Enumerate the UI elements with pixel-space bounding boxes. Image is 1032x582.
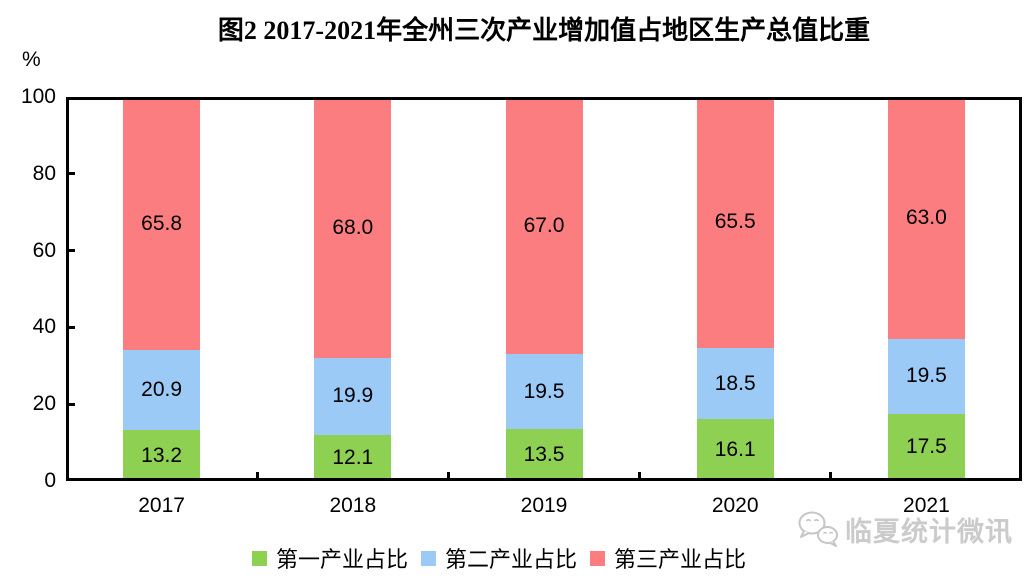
x-axis-category-label: 2019 (520, 494, 568, 517)
y-axis-tick-label: 100 (20, 85, 56, 108)
bar-segment: 19.5 (505, 354, 583, 430)
bar-segment: 68.0 (314, 97, 392, 359)
x-axis-category-label: 2017 (138, 494, 185, 517)
bar-segment: 17.5 (887, 413, 965, 481)
bar-segment: 65.8 (123, 97, 201, 351)
x-axis-tick (829, 472, 833, 481)
legend-swatch (420, 550, 436, 566)
data-label: 18.5 (714, 371, 756, 395)
bar-segment: 13.2 (123, 430, 201, 481)
bar-segment: 19.9 (314, 358, 392, 435)
data-label: 16.1 (714, 438, 756, 462)
bar-segment: 63.0 (887, 97, 965, 339)
data-label: 13.2 (141, 443, 183, 467)
y-axis-tick-label: 20 (32, 392, 56, 416)
legend-item: 第二产业占比 (420, 542, 577, 574)
legend-swatch (590, 550, 605, 566)
x-axis-category-label: 2021 (903, 494, 950, 517)
watermark: 临夏统计微讯 (796, 509, 1013, 549)
watermark-text: 临夏统计微讯 (845, 516, 1013, 547)
legend-swatch (251, 550, 267, 566)
legend-item: 第三产业占比 (590, 542, 746, 574)
data-label: 13.5 (523, 443, 565, 467)
x-axis-category-label: 2018 (329, 494, 377, 517)
data-label: 65.5 (714, 210, 756, 234)
legend-item: 第一产业占比 (251, 542, 408, 574)
data-label: 65.8 (141, 211, 183, 235)
legend: 第一产业占比 第二产业占比 第三产业占比 (0, 542, 1032, 574)
legend-label: 第一产业占比 (275, 547, 408, 572)
bar-segment: 12.1 (314, 434, 392, 481)
y-axis-tick (66, 325, 75, 329)
bar-segment: 18.5 (696, 348, 774, 420)
data-label: 19.9 (332, 384, 374, 408)
legend-label: 第二产业占比 (444, 547, 577, 572)
plot-area: 13.2 20.9 65.8 12.1 19.9 68.0 13.5 19.5 67.0 16.1… (66, 96, 1022, 481)
data-label: 68.0 (332, 215, 374, 239)
chart-title: 图2 2017-2021年全州三次产业增加值占地区生产总值比重 (217, 16, 871, 45)
y-axis-tick (66, 249, 75, 253)
y-axis-unit-label: % (22, 48, 41, 71)
data-label: 12.1 (332, 445, 374, 469)
bar-segment: 16.1 (696, 419, 774, 481)
x-axis-tick (255, 472, 259, 481)
data-label: 17.5 (905, 435, 947, 459)
plot-border-top (66, 97, 1022, 100)
wechat-icon (798, 511, 838, 547)
y-axis-tick-label: 40 (32, 315, 56, 339)
y-axis-tick-label: 80 (32, 161, 56, 185)
bar-segment: 20.9 (123, 350, 201, 431)
y-axis-tick-label: 60 (32, 238, 56, 262)
bar-segment: 19.5 (887, 338, 965, 414)
y-axis-tick-label: 0 (44, 469, 56, 492)
x-axis-tick (446, 472, 450, 481)
y-axis-tick (66, 402, 75, 406)
data-label: 20.9 (141, 378, 183, 402)
x-axis-category-label: 2020 (711, 494, 759, 517)
bar-segment: 65.5 (696, 96, 774, 349)
data-label: 67.0 (523, 213, 565, 237)
data-label: 19.5 (905, 364, 947, 388)
y-axis-tick (66, 172, 75, 176)
y-axis-line (66, 97, 69, 481)
bar-segment: 67.0 (505, 97, 583, 355)
plot-border-right (1019, 97, 1022, 481)
legend-label: 第三产业占比 (614, 547, 747, 572)
bar-segment: 13.5 (505, 429, 583, 481)
x-axis-tick (638, 472, 642, 481)
data-label: 19.5 (523, 379, 565, 403)
x-axis-line (66, 478, 1022, 481)
data-label: 63.0 (905, 205, 947, 229)
